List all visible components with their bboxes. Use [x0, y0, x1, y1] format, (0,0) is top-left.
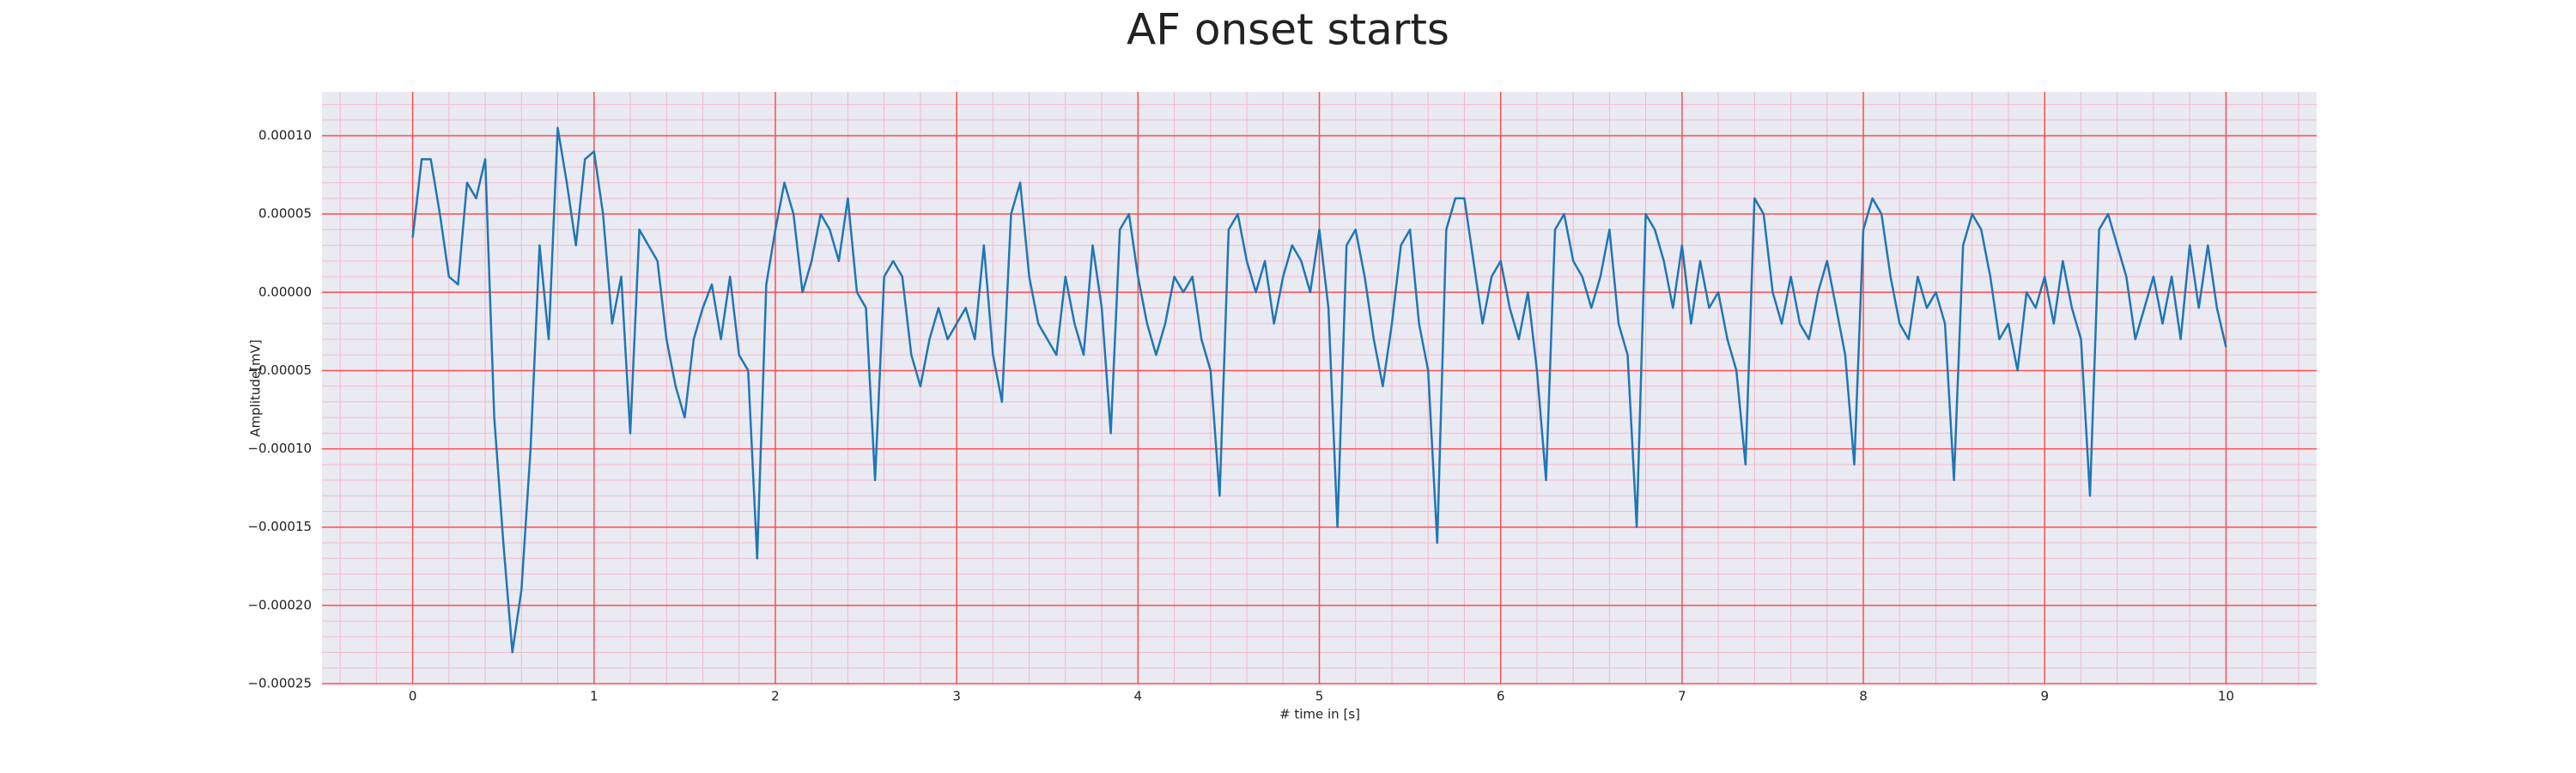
x-tick-label: 5	[1315, 689, 1324, 704]
y-tick-label: 0.00000	[258, 284, 312, 300]
y-tick-label: −0.00020	[247, 597, 312, 612]
y-tick-label: −0.00025	[247, 676, 312, 691]
y-tick-label: −0.00015	[247, 519, 312, 534]
x-tick-label: 6	[1497, 689, 1505, 704]
y-tick-label: −0.00010	[247, 441, 312, 456]
x-tick-label: 1	[590, 689, 598, 704]
x-tick-label: 8	[1859, 689, 1868, 704]
x-tick-label: 10	[2218, 689, 2234, 704]
x-tick-label: 7	[1678, 689, 1686, 704]
line	[411, 126, 2227, 654]
y-axis-label: Amplitude[mV]	[248, 339, 264, 436]
y-tick-label: 0.00005	[258, 206, 312, 222]
x-axis-label: # time in [s]	[1279, 707, 1360, 722]
x-tick-label: 3	[952, 689, 961, 704]
y-tick-label: 0.00010	[258, 128, 312, 143]
y-tick-label: −0.00005	[247, 362, 312, 378]
x-tick-label: 9	[2040, 689, 2049, 704]
x-tick-label: 4	[1134, 689, 1143, 704]
x-tick-label: 2	[771, 689, 780, 704]
chart-title: AF onset starts	[1127, 5, 1449, 55]
x-tick-label: 0	[409, 689, 417, 704]
